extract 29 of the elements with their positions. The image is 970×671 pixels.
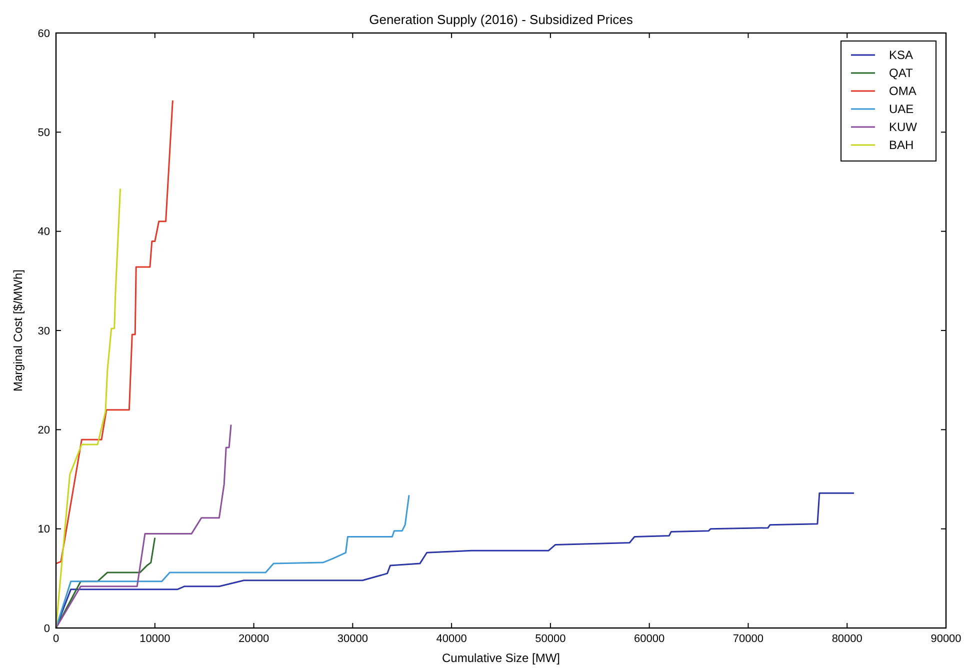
- x-tick-label: 0: [52, 633, 60, 645]
- x-axis-title: Cumulative Size [MW]: [442, 651, 560, 665]
- legend-label: BAH: [889, 138, 914, 152]
- legend-label: KUW: [889, 120, 918, 134]
- y-tick-label: 0: [44, 622, 50, 635]
- line-series: [55, 100, 174, 564]
- y-tick-label: 50: [38, 127, 50, 140]
- x-tick-label: 60000: [634, 633, 665, 645]
- y-axis-title: Marginal Cost [$/MWh]: [11, 269, 25, 392]
- legend-label: OMA: [889, 84, 916, 98]
- line-series: [55, 188, 122, 629]
- y-tick-label: 10: [38, 524, 50, 536]
- legend-label: UAE: [889, 102, 914, 116]
- y-tick-label: 60: [38, 28, 50, 40]
- x-tick-label: 40000: [436, 633, 467, 645]
- x-tick-label: 90000: [930, 633, 962, 645]
- x-tick-label: 10000: [140, 633, 170, 645]
- y-tick-label: 20: [38, 424, 50, 437]
- x-tick-label: 70000: [732, 633, 764, 645]
- x-tick-label: 50000: [535, 633, 566, 645]
- chart-title: Generation Supply (2016) - Subsidized Prices: [369, 12, 634, 27]
- x-tick-label: 80000: [832, 633, 862, 645]
- y-tick-label: 30: [38, 325, 50, 338]
- y-tick-label: 40: [38, 226, 50, 238]
- x-tick-label: 30000: [337, 633, 368, 645]
- x-tick-label: 20000: [238, 633, 270, 645]
- legend-label: QAT: [889, 66, 914, 80]
- legend-label: KSA: [889, 48, 914, 62]
- line-series: [55, 424, 232, 629]
